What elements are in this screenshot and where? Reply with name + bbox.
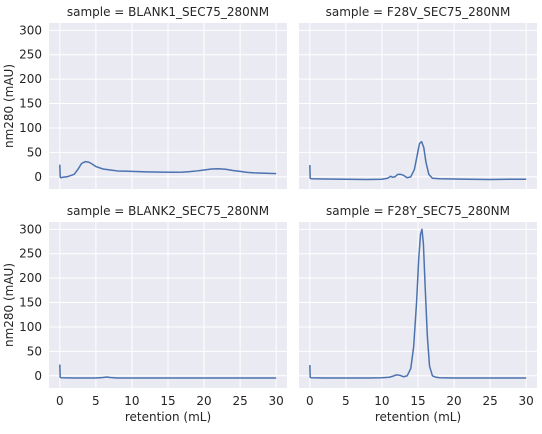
x-tick-label: 30 bbox=[519, 394, 534, 408]
x-tick-label: 25 bbox=[232, 394, 247, 408]
x-tick-label: 15 bbox=[410, 394, 425, 408]
y-tick-label: 50 bbox=[27, 145, 42, 159]
y-tick-label: 100 bbox=[19, 320, 42, 334]
x-tick-label: 10 bbox=[124, 394, 139, 408]
y-tick-label: 250 bbox=[19, 247, 42, 261]
x-axis-label: retention (mL) bbox=[125, 410, 211, 424]
facet-panel-2: sample = F28V_SEC75_280NM bbox=[299, 5, 537, 189]
series-line bbox=[59, 364, 277, 379]
x-axis-label: retention (mL) bbox=[375, 410, 461, 424]
facet-panel-3: sample = BLANK2_SEC75_280NM0501001502002… bbox=[2, 204, 287, 424]
x-tick-label: 30 bbox=[269, 394, 284, 408]
y-tick-label: 200 bbox=[19, 271, 42, 285]
x-tick-label: 20 bbox=[446, 394, 461, 408]
y-tick-label: 300 bbox=[19, 222, 42, 236]
y-tick-label: 0 bbox=[34, 170, 42, 184]
y-tick-label: 0 bbox=[34, 369, 42, 383]
panel-title: sample = F28Y_SEC75_280NM bbox=[326, 204, 510, 218]
panel-title: sample = BLANK1_SEC75_280NM bbox=[67, 5, 269, 19]
facet-panel-1: sample = BLANK1_SEC75_280NM 0 50 100 150 200 2… bbox=[2, 5, 287, 189]
y-tick-label: 150 bbox=[19, 97, 42, 111]
y-tick-label: 250 bbox=[19, 48, 42, 62]
y-tick-label: 50 bbox=[27, 344, 42, 358]
x-tick-label: 0 bbox=[306, 394, 314, 408]
x-tick-label: 0 bbox=[56, 394, 64, 408]
x-tick-label: 5 bbox=[92, 394, 100, 408]
facet-panel-4: sample = F28Y_SEC75_280NM 0 5 10 15 20 25 30 ret… bbox=[299, 204, 537, 424]
y-tick-label: 200 bbox=[19, 72, 42, 86]
y-axis-label: nm280 (mAU) bbox=[2, 64, 16, 148]
y-axis-label: nm280 (mAU) bbox=[2, 263, 16, 347]
x-tick-label: 15 bbox=[160, 394, 175, 408]
series-line bbox=[309, 140, 527, 181]
x-tick-label: 5 bbox=[342, 394, 350, 408]
y-tick-label: 150 bbox=[19, 296, 42, 310]
panel-title: sample = BLANK2_SEC75_280NM bbox=[67, 204, 269, 218]
y-tick-label: 300 bbox=[19, 23, 42, 37]
series-line bbox=[309, 228, 527, 379]
y-tick-label: 100 bbox=[19, 121, 42, 135]
x-tick-label: 10 bbox=[374, 394, 389, 408]
x-tick-label: 20 bbox=[196, 394, 211, 408]
series-line bbox=[59, 160, 277, 179]
panel-title: sample = F28V_SEC75_280NM bbox=[326, 5, 511, 19]
x-tick-label: 25 bbox=[482, 394, 497, 408]
